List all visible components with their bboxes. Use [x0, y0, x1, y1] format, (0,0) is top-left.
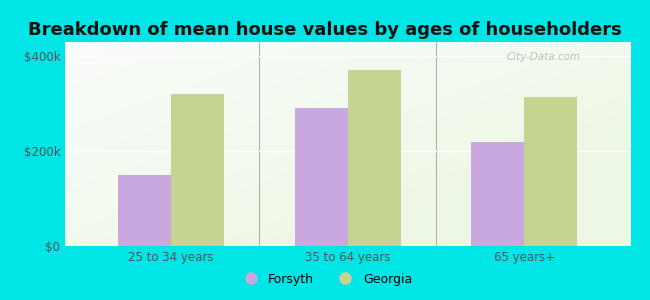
Bar [294, 108, 348, 246]
Bar [348, 70, 401, 246]
Text: City-Data.com: City-Data.com [506, 52, 580, 62]
Legend: Forsyth, Georgia: Forsyth, Georgia [233, 268, 417, 291]
Bar [525, 97, 577, 246]
Bar [471, 142, 525, 246]
Bar [171, 94, 224, 246]
Text: Breakdown of mean house values by ages of householders: Breakdown of mean house values by ages o… [28, 21, 622, 39]
Bar [118, 175, 171, 246]
